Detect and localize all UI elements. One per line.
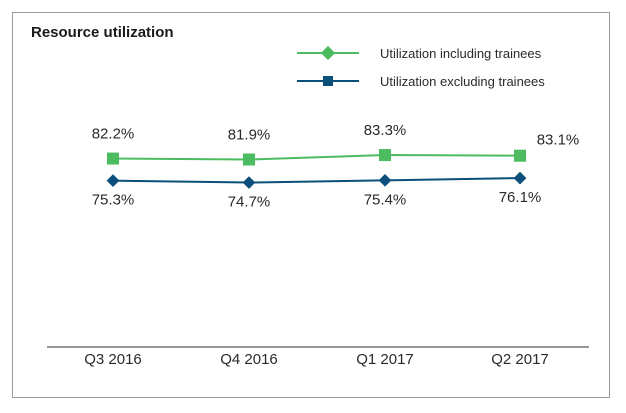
data-label: 76.1% [499, 189, 542, 206]
legend-marker-diamond [320, 45, 336, 61]
data-point-square [107, 152, 119, 165]
data-label: 83.1% [537, 132, 580, 149]
data-label: 81.9% [228, 127, 271, 144]
data-point-diamond [242, 176, 256, 189]
chart-title: Resource utilization [31, 24, 174, 41]
data-label: 75.3% [92, 192, 135, 209]
legend-entry: Utilization excluding trainees [380, 74, 545, 89]
series-line [112, 177, 521, 184]
data-point-diamond [513, 171, 527, 185]
series-line [112, 154, 521, 161]
chart-frame: Resource utilization [12, 12, 610, 398]
data-label: 74.7% [228, 194, 271, 211]
legend-entry: Utilization including trainees [380, 46, 542, 61]
data-point-square [379, 149, 391, 162]
data-point-square [514, 149, 526, 162]
data-point-diamond [106, 174, 120, 188]
data-label: 82.2% [92, 126, 135, 143]
legend-marker-square [323, 76, 333, 86]
x-tick-label: Q2 2017 [491, 351, 549, 368]
data-point-diamond [378, 173, 392, 187]
x-tick-label: Q1 2017 [356, 351, 414, 368]
x-tick-label: Q3 2016 [84, 351, 142, 368]
data-label: 75.4% [364, 191, 407, 208]
data-point-square [243, 153, 255, 166]
x-tick-label: Q4 2016 [220, 351, 278, 368]
data-label: 83.3% [364, 122, 407, 139]
